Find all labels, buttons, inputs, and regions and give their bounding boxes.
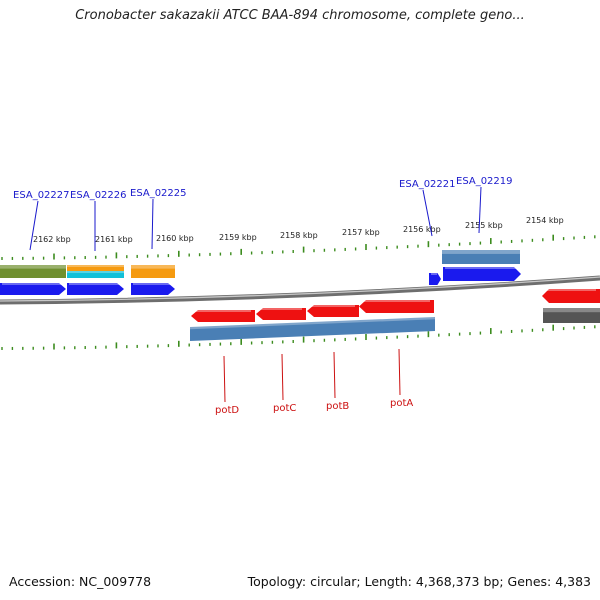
cds-arrow-potd bbox=[191, 310, 255, 322]
gene-bar-esa02226-bottom-shine bbox=[67, 271, 124, 273]
scale-label: 2155 kbp bbox=[465, 221, 503, 230]
accession-text: Accession: NC_009778 bbox=[9, 574, 152, 589]
gene-label: potC bbox=[273, 403, 296, 414]
scale-label: 2159 kbp bbox=[219, 233, 257, 242]
gene-label: potD bbox=[215, 405, 239, 416]
gene-bar-right-edge-shine bbox=[543, 308, 600, 313]
gene-bar-esa02227 bbox=[0, 265, 66, 278]
map-title: Cronobacter sakazakii ATCC BAA-894 chrom… bbox=[75, 8, 525, 23]
scale-label: 2162 kbp bbox=[33, 235, 71, 244]
scale-label: 2157 kbp bbox=[342, 228, 380, 237]
gene-bar-esa02225 bbox=[131, 265, 175, 278]
leader-line bbox=[333, 351, 336, 399]
scale-label: 2158 kbp bbox=[280, 231, 318, 240]
gene-bar-esa02226-top-shine bbox=[67, 265, 124, 267]
gene-bar-pot-operon bbox=[190, 317, 435, 341]
scale-label: 2160 kbp bbox=[156, 234, 194, 243]
cds-arrow-pota bbox=[359, 300, 434, 313]
label-leaders bbox=[29, 186, 482, 403]
gene-bar-esa02227-shine bbox=[0, 265, 66, 269]
gene-bar-pot-operon-shine bbox=[189, 316, 436, 330]
scale-label: 2156 kbp bbox=[403, 225, 441, 234]
cds-arrow-esa02219 bbox=[443, 267, 521, 281]
gene-features bbox=[0, 250, 600, 341]
chromosome-backbone-highlight bbox=[0, 276, 600, 302]
gene-label: potB bbox=[326, 401, 349, 412]
gene-label: ESA_02226 bbox=[70, 190, 127, 201]
gene-label: ESA_02227 bbox=[13, 190, 70, 201]
cds-arrow-potc bbox=[256, 308, 306, 320]
scale-ticks-top bbox=[1, 234, 596, 260]
leader-line bbox=[478, 186, 482, 234]
gene-label: ESA_02219 bbox=[456, 176, 513, 187]
scale-labels: 2162 kbp 2161 kbp 2160 kbp 2159 kbp 2158 kbp… bbox=[33, 216, 564, 244]
cds-arrow-esa02221 bbox=[429, 273, 441, 285]
scale-label: 2154 kbp bbox=[526, 216, 564, 225]
leader-line bbox=[422, 189, 433, 237]
chromosome-backbone bbox=[0, 275, 600, 305]
gene-bar-esa02219 bbox=[442, 250, 520, 264]
scale-ticks-bottom bbox=[1, 324, 596, 350]
leader-line bbox=[29, 200, 39, 251]
gene-label: ESA_02221 bbox=[399, 179, 456, 190]
cds-arrow-esa02226 bbox=[67, 283, 124, 295]
scale-label: 2161 kbp bbox=[95, 235, 133, 244]
cds-arrow-right-edge bbox=[542, 289, 600, 303]
cds-arrow-potb bbox=[307, 305, 359, 317]
summary-text: Topology: circular; Length: 4,368,373 bp… bbox=[247, 574, 591, 589]
leader-line bbox=[281, 353, 284, 401]
leader-line bbox=[151, 198, 154, 250]
cds-arrow-esa02227 bbox=[0, 283, 66, 295]
leader-line bbox=[398, 348, 401, 396]
gene-bar-esa02225-shine bbox=[131, 265, 175, 269]
gene-bar-right-edge bbox=[543, 308, 600, 323]
gene-label: potA bbox=[390, 398, 413, 409]
gene-bar-esa02219-shine bbox=[442, 250, 520, 254]
gene-labels: ESA_02227 ESA_02226 ESA_02225 ESA_02221 ESA_… bbox=[13, 176, 513, 416]
gene-label: ESA_02225 bbox=[130, 188, 187, 199]
gene-bar-esa02226-top bbox=[67, 265, 124, 271]
leader-line bbox=[223, 355, 226, 403]
gene-bar-esa02226-bottom bbox=[67, 271, 124, 278]
cds-arrow-esa02225 bbox=[131, 283, 175, 295]
